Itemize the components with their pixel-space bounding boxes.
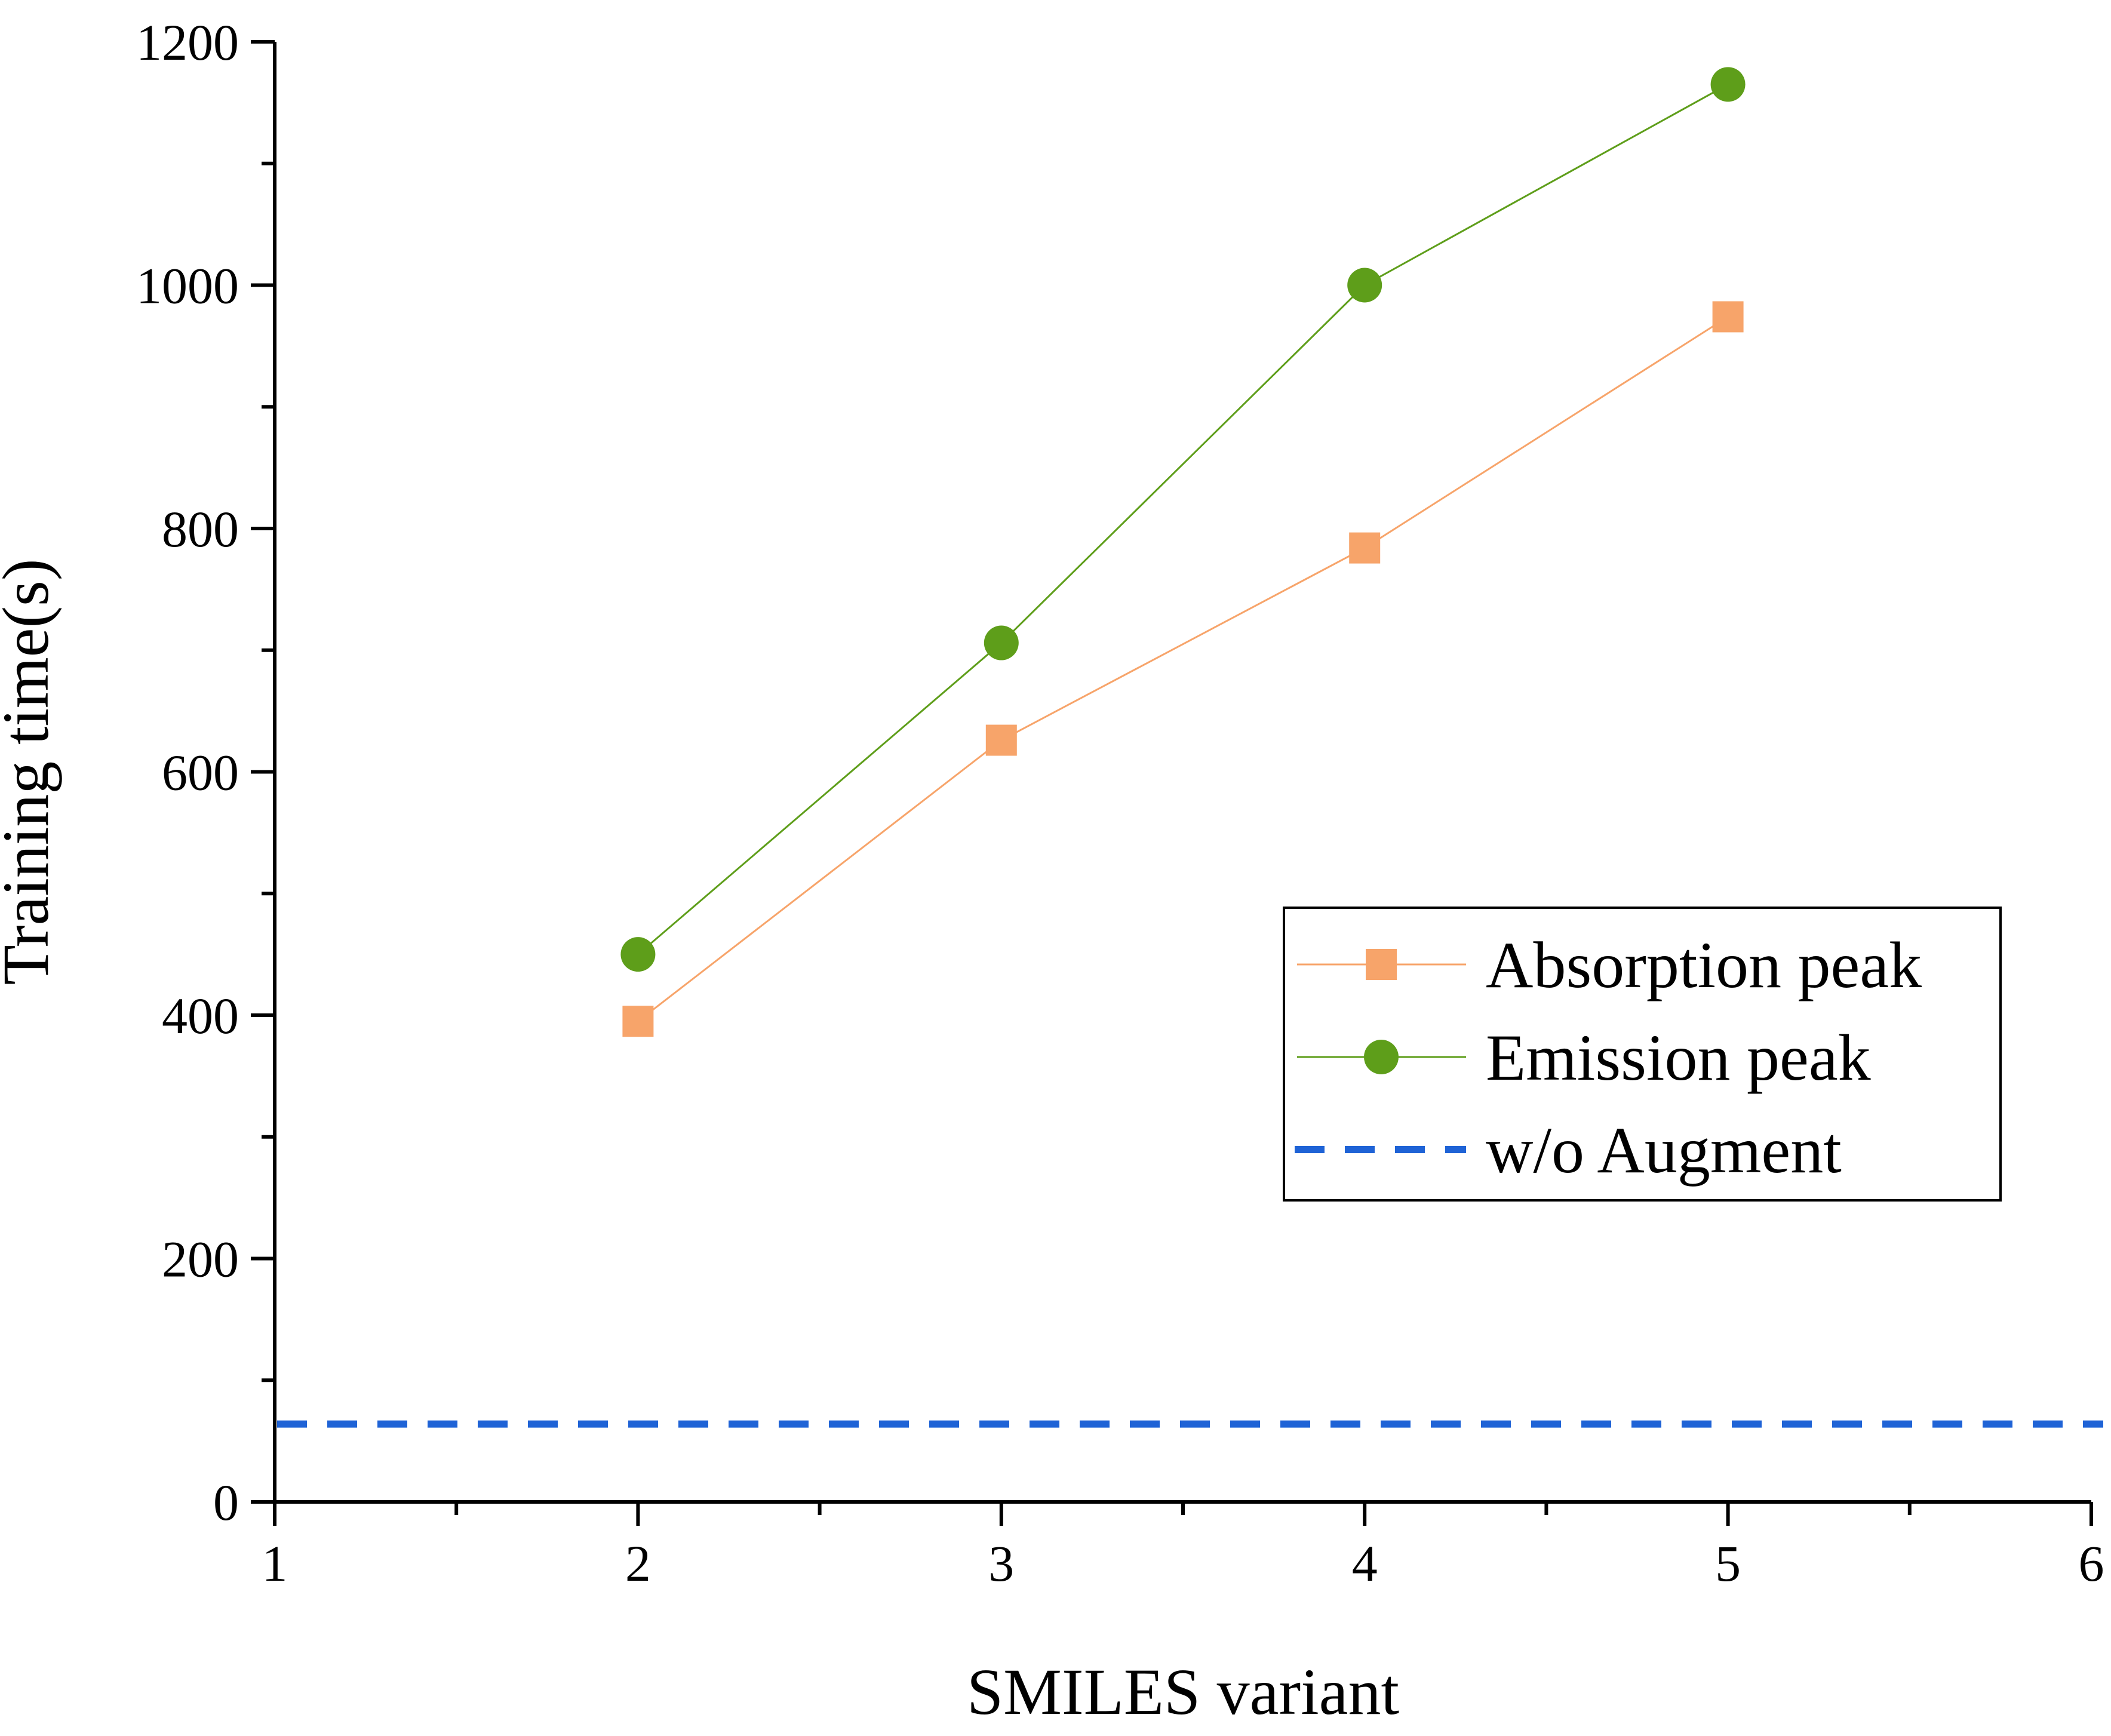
legend-label-absorption-peak: Absorption peak <box>1486 929 1922 1001</box>
y-tick-label: 800 <box>162 500 239 558</box>
x-tick-label: 2 <box>625 1535 651 1592</box>
emission-peak-point <box>1710 67 1746 102</box>
absorption-peak-line <box>637 316 1729 1022</box>
x-tick-label: 1 <box>262 1535 288 1592</box>
absorption-peak-point <box>1712 301 1744 333</box>
absorption-peak-point <box>985 724 1017 756</box>
legend: Absorption peak Emission peak w/o Augment <box>1283 907 2002 1202</box>
emission-peak-line <box>637 83 1729 955</box>
absorption-peak-point <box>1349 532 1381 564</box>
emission-peak-point <box>620 937 656 972</box>
emission-peak-point <box>1347 268 1382 303</box>
y-tick-label: 1000 <box>136 257 239 315</box>
x-axis-title: SMILES variant <box>967 1655 1399 1728</box>
emission-peak-point <box>984 625 1019 660</box>
legend-label-w-o-augment: w/o Augment <box>1486 1114 1842 1187</box>
y-tick-label: 1200 <box>136 14 239 71</box>
x-tick-label: 5 <box>1715 1535 1741 1592</box>
x-tick-label: 3 <box>988 1535 1014 1592</box>
plot-marks <box>277 67 2103 1428</box>
absorption-peak-point <box>622 1006 654 1037</box>
legend-label-emission-peak: Emission peak <box>1486 1021 1871 1094</box>
legend-marker-emission-peak <box>1364 1040 1399 1074</box>
axes: 1 2 3 4 5 6 0 200 400 600 800 1000 1200 <box>136 14 2104 1592</box>
y-tick-label: 0 <box>213 1474 239 1531</box>
y-tick-label: 600 <box>162 744 239 801</box>
y-axis-title: Training time(s) <box>0 559 62 985</box>
x-tick-label: 4 <box>1352 1535 1378 1592</box>
x-tick-label: 6 <box>2079 1535 2104 1592</box>
y-tick-label: 200 <box>162 1231 239 1288</box>
legend-marker-absorption-peak <box>1366 949 1397 980</box>
y-tick-label: 400 <box>162 987 239 1044</box>
